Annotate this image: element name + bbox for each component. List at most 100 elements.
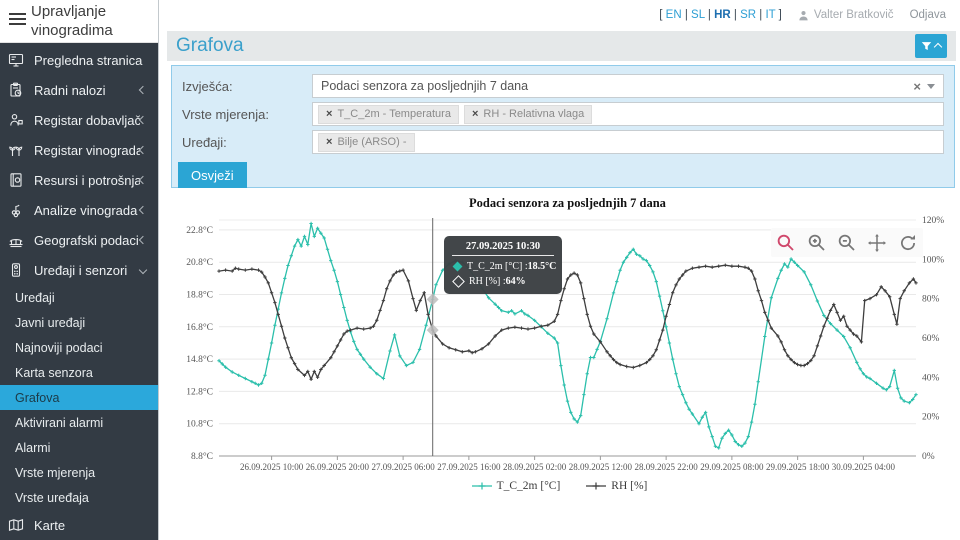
svg-text:12.8°C: 12.8°C bbox=[186, 386, 213, 397]
sidebar-item-grafova[interactable]: Grafova bbox=[0, 385, 158, 410]
svg-text:27.09.2025 06:00: 27.09.2025 06:00 bbox=[371, 462, 435, 472]
clear-selection-icon[interactable]: × bbox=[913, 78, 921, 94]
svg-text:26.09.2025 20:00: 26.09.2025 20:00 bbox=[306, 462, 370, 472]
measurement-tags-input[interactable]: × T_C_2m - Temperatura × RH - Relativna vla… bbox=[312, 102, 944, 126]
sensor-chart[interactable]: Podaci senzora za posljednjih 7 dana 8.8°… bbox=[159, 192, 960, 504]
tag-label: RH - Relativna vlaga bbox=[483, 108, 585, 120]
measurement-row: Vrste mjerenja: × T_C_2m - Temperatura × RH… bbox=[182, 102, 944, 126]
remove-tag-icon[interactable]: × bbox=[471, 108, 479, 120]
sidebar-item-aktivirani-alarmi[interactable]: Aktivirani alarmi bbox=[15, 415, 104, 430]
sidebar-item-resursi-i-potro-nja[interactable]: Resursi i potrošnja bbox=[0, 165, 158, 195]
reset-zoom-icon[interactable] bbox=[898, 233, 918, 253]
chevron-left-icon bbox=[138, 235, 148, 245]
language-link-en[interactable]: EN bbox=[665, 9, 682, 21]
sidebar-item-geografski-podaci[interactable]: Geografski podaci bbox=[0, 225, 158, 255]
legend-label: T_C_2m [°C] bbox=[496, 480, 561, 492]
logout-link[interactable]: Odjava bbox=[909, 9, 946, 21]
sidebar-item-radni-nalozi[interactable]: Radni nalozi bbox=[0, 75, 158, 105]
svg-text:20%: 20% bbox=[922, 413, 940, 423]
report-label: Izvješća: bbox=[182, 78, 233, 94]
page-title: Grafova bbox=[176, 35, 244, 56]
sidebar-item-label: Registar vinograda bbox=[34, 142, 140, 158]
refresh-button[interactable]: Osvježi bbox=[178, 162, 247, 188]
svg-text:28.09.2025 02:00: 28.09.2025 02:00 bbox=[503, 462, 567, 472]
sidebar-item-label: Registar dobavljača bbox=[34, 112, 140, 128]
sidebar-item-vrste-mjerenja[interactable]: Vrste mjerenja bbox=[15, 465, 96, 480]
legend-item-t-c-2m-c[interactable]: T_C_2m [°C] bbox=[471, 480, 561, 492]
sidebar-item-vrste-ure-aja[interactable]: Vrste uređaja bbox=[15, 490, 89, 505]
zoom-in-icon[interactable] bbox=[807, 233, 827, 253]
sidebar-item-pregledna-stranica[interactable]: Pregledna stranica bbox=[0, 45, 158, 75]
tag-chip: × RH - Relativna vlaga bbox=[463, 104, 593, 124]
caret-down-icon[interactable] bbox=[927, 83, 935, 89]
svg-text:29.09.2025 08:00: 29.09.2025 08:00 bbox=[700, 462, 764, 472]
chevron-left-icon bbox=[138, 115, 148, 125]
language-link-it[interactable]: IT bbox=[765, 9, 776, 21]
tooltip-label: RH [%] : bbox=[469, 276, 506, 287]
sidebar-item-registar-vinograda[interactable]: Registar vinograda bbox=[0, 135, 158, 165]
suppliers-icon bbox=[8, 112, 28, 128]
remove-tag-icon[interactable]: × bbox=[326, 136, 333, 148]
svg-text:27.09.2025 16:00: 27.09.2025 16:00 bbox=[437, 462, 501, 472]
language-switcher: [ EN | SL | HR | SR | IT ] bbox=[659, 9, 782, 21]
user-menu[interactable]: Valter Bratkovič bbox=[798, 9, 894, 21]
svg-text:29.09.2025 18:00: 29.09.2025 18:00 bbox=[766, 462, 830, 472]
user-icon bbox=[799, 10, 808, 20]
sidebar-item-label: Geografski podaci bbox=[34, 232, 139, 248]
sidebar-menu: Pregledna stranica Radni nalozi Registar d… bbox=[0, 43, 158, 540]
sidebar-item-label: Pregledna stranica bbox=[34, 52, 143, 68]
zoom-mode-icon[interactable] bbox=[776, 233, 796, 253]
maps-icon bbox=[8, 517, 28, 533]
chevron-down-icon bbox=[138, 265, 148, 275]
sidebar-item-ure-aji[interactable]: Uređaji bbox=[15, 290, 55, 305]
svg-text:0%: 0% bbox=[922, 452, 935, 462]
sidebar-item-analize-vinograda[interactable]: Analize vinograda bbox=[0, 195, 158, 225]
sidebar-item-karte[interactable]: Karte bbox=[0, 510, 158, 540]
pan-icon[interactable] bbox=[867, 233, 887, 253]
report-select[interactable]: Podaci senzora za posljednjih 7 dana × bbox=[312, 74, 944, 98]
analyses-icon bbox=[8, 202, 28, 218]
chart-area: Podaci senzora za posljednjih 7 dana 8.8°… bbox=[159, 192, 960, 540]
tooltip-rows: T_C_2m [°C] : 18.5°C RH [%] : 64% bbox=[452, 261, 557, 288]
filled-diamond-icon bbox=[452, 261, 463, 272]
dashboard-icon bbox=[8, 52, 28, 68]
sidebar-item-javni-ure-aji[interactable]: Javni uređaji bbox=[15, 315, 86, 330]
svg-text:120%: 120% bbox=[922, 216, 944, 226]
legend-item-rh[interactable]: RH [%] bbox=[586, 480, 647, 492]
svg-text:28.09.2025 12:00: 28.09.2025 12:00 bbox=[569, 462, 633, 472]
work-orders-icon bbox=[8, 82, 28, 98]
devices-row: Uređaji: × Bilje (ARSO) - bbox=[182, 130, 944, 154]
svg-text:Podaci senzora za posljednjih: Podaci senzora za posljednjih 7 dana bbox=[469, 196, 667, 210]
svg-text:20.8°C: 20.8°C bbox=[186, 257, 213, 268]
zoom-out-icon[interactable] bbox=[837, 233, 857, 253]
user-name: Valter Bratkovič bbox=[813, 9, 894, 21]
sidebar-item-ure-aji-i-senzori[interactable]: Uređaji i senzori bbox=[0, 255, 158, 285]
filter-toggle-button[interactable] bbox=[915, 34, 947, 58]
sidebar-item-najnoviji-podaci[interactable]: Najnoviji podaci bbox=[15, 340, 103, 355]
svg-text:16.8°C: 16.8°C bbox=[186, 322, 213, 333]
outline-diamond-icon bbox=[452, 275, 465, 288]
chevron-left-icon bbox=[138, 175, 148, 185]
device-tags-input[interactable]: × Bilje (ARSO) - bbox=[312, 130, 944, 154]
language-link-sr[interactable]: SR bbox=[740, 9, 757, 21]
tooltip-date: 27.09.2025 10:30 bbox=[452, 241, 554, 256]
main-area: [ EN | SL | HR | SR | IT ] Valter Bratko… bbox=[159, 0, 960, 540]
svg-text:28.09.2025 22:00: 28.09.2025 22:00 bbox=[634, 462, 698, 472]
sidebar-item-label: Karte bbox=[34, 517, 66, 533]
tooltip-value: 18.5°C bbox=[527, 261, 557, 272]
tooltip-row: T_C_2m [°C] : 18.5°C bbox=[452, 261, 557, 272]
devices-label: Uređaji: bbox=[182, 134, 227, 150]
app-title: Upravljanje vinogradima bbox=[31, 2, 113, 40]
sidebar-item-karta-senzora[interactable]: Karta senzora bbox=[15, 365, 93, 380]
chevron-left-icon bbox=[138, 85, 148, 95]
sidebar-item-registar-dobavlja-a[interactable]: Registar dobavljača bbox=[0, 105, 158, 135]
sidebar-item-alarmi[interactable]: Alarmi bbox=[15, 440, 51, 455]
remove-tag-icon[interactable]: × bbox=[326, 108, 333, 120]
language-link-sl[interactable]: SL bbox=[691, 9, 705, 21]
tag-label: Bilje (ARSO) - bbox=[337, 136, 407, 148]
menu-toggle-icon[interactable] bbox=[9, 13, 26, 28]
language-link-hr[interactable]: HR bbox=[714, 9, 731, 21]
sidebar-item-label: Resursi i potrošnja bbox=[34, 172, 140, 188]
report-select-value: Podaci senzora za posljednjih 7 dana bbox=[321, 79, 529, 93]
